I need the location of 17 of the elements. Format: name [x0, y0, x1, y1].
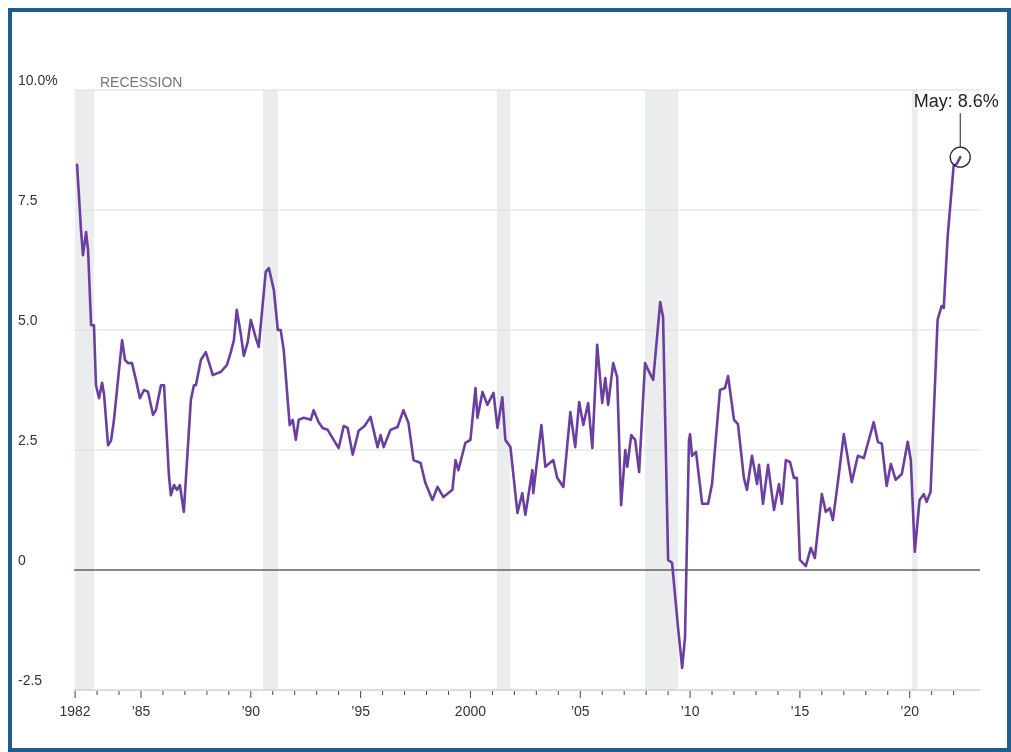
- annotation: May: 8.6%: [913, 91, 999, 112]
- y-tick-label: 5.0: [18, 312, 38, 328]
- x-tick-label: ’85: [131, 703, 151, 719]
- x-tick-label: ’10: [680, 703, 700, 719]
- x-tick-label: 2000: [454, 703, 487, 719]
- y-tick-label: 0: [18, 552, 26, 568]
- x-tick-label: 1982: [59, 703, 91, 719]
- x-tick-label: ’15: [790, 703, 810, 719]
- x-tick-label: ’90: [241, 703, 261, 719]
- y-tick-label: 7.5: [18, 192, 38, 208]
- y-tick-label: -2.5: [18, 672, 43, 688]
- x-tick-label: ’95: [351, 703, 371, 719]
- y-tick-label: 2.5: [18, 432, 38, 448]
- y-tick-label: 10.0%: [18, 72, 58, 88]
- band-label: RECESSION: [99, 74, 183, 90]
- x-tick-label: ’20: [900, 703, 920, 719]
- x-tick-label: ’05: [570, 703, 590, 719]
